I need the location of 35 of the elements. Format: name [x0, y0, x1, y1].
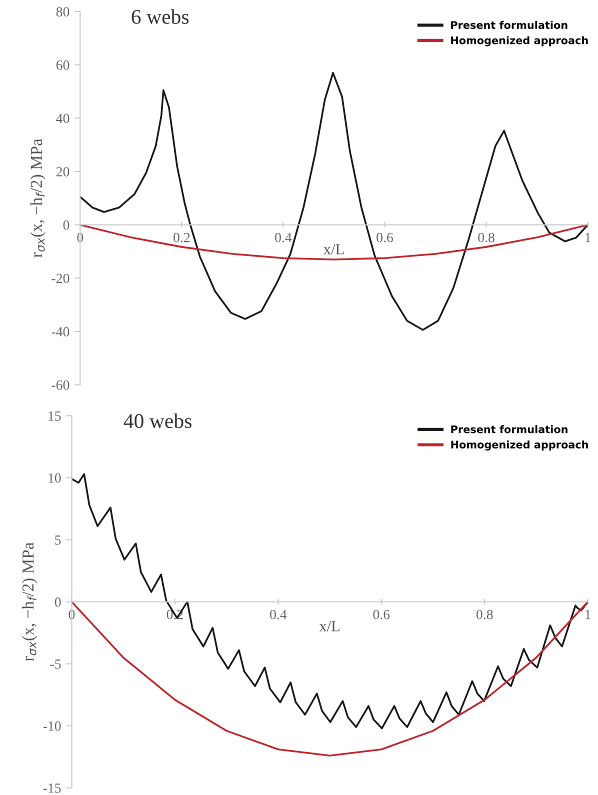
- y-tick-label: -20: [52, 274, 70, 284]
- x-tick-label: 1: [586, 610, 590, 620]
- x-tick-label: 0.8: [478, 232, 494, 242]
- legend-label: Homogenized approach: [451, 440, 588, 451]
- y-tick-label: 0: [54, 597, 61, 607]
- y-tick-label: 10: [48, 473, 61, 483]
- x-tick-label: 0.8: [476, 610, 493, 620]
- x-axis-title: x/L: [319, 621, 340, 632]
- y-axis-title: r$_{σx}$(x, −h$_{f}$/2) MPa: [22, 542, 38, 662]
- x-tick-label: 0.4: [270, 610, 287, 620]
- y-tick-label: 15: [48, 411, 61, 421]
- y-tick-label: 60: [56, 60, 70, 70]
- x-tick-label: 0.6: [373, 610, 390, 620]
- y-tick-label: -10: [43, 721, 61, 731]
- y-tick-label: 20: [56, 167, 70, 176]
- legend-label: Present formulation: [451, 20, 568, 29]
- x-axis-title: x/L: [324, 244, 344, 254]
- x-tick-label: 0.2: [174, 232, 190, 242]
- x-tick-label: 0.6: [376, 232, 394, 242]
- chart-title: 6 webs: [132, 9, 189, 24]
- y-tick-label: 40: [56, 114, 70, 124]
- y-tick-label: -60: [52, 380, 70, 390]
- legend-label: Homogenized approach: [451, 36, 588, 46]
- x-tick-label: 1: [586, 232, 590, 242]
- y-axis-title: r$_{σx}$(x, −h$_{f}$/2) MPa: [30, 138, 46, 258]
- x-tick-label: 0: [77, 232, 84, 242]
- y-tick-label: 5: [55, 536, 61, 545]
- y-tick-label: -5: [50, 660, 61, 669]
- chart-title: 40 webs: [124, 413, 192, 428]
- y-tick-label: 80: [56, 7, 70, 16]
- y-tick-label: -40: [52, 327, 70, 336]
- y-tick-label: -15: [43, 783, 61, 793]
- x-tick-label: 0.4: [275, 232, 292, 242]
- legend-label: Present formulation: [451, 425, 568, 434]
- y-tick-label: 0: [63, 220, 70, 230]
